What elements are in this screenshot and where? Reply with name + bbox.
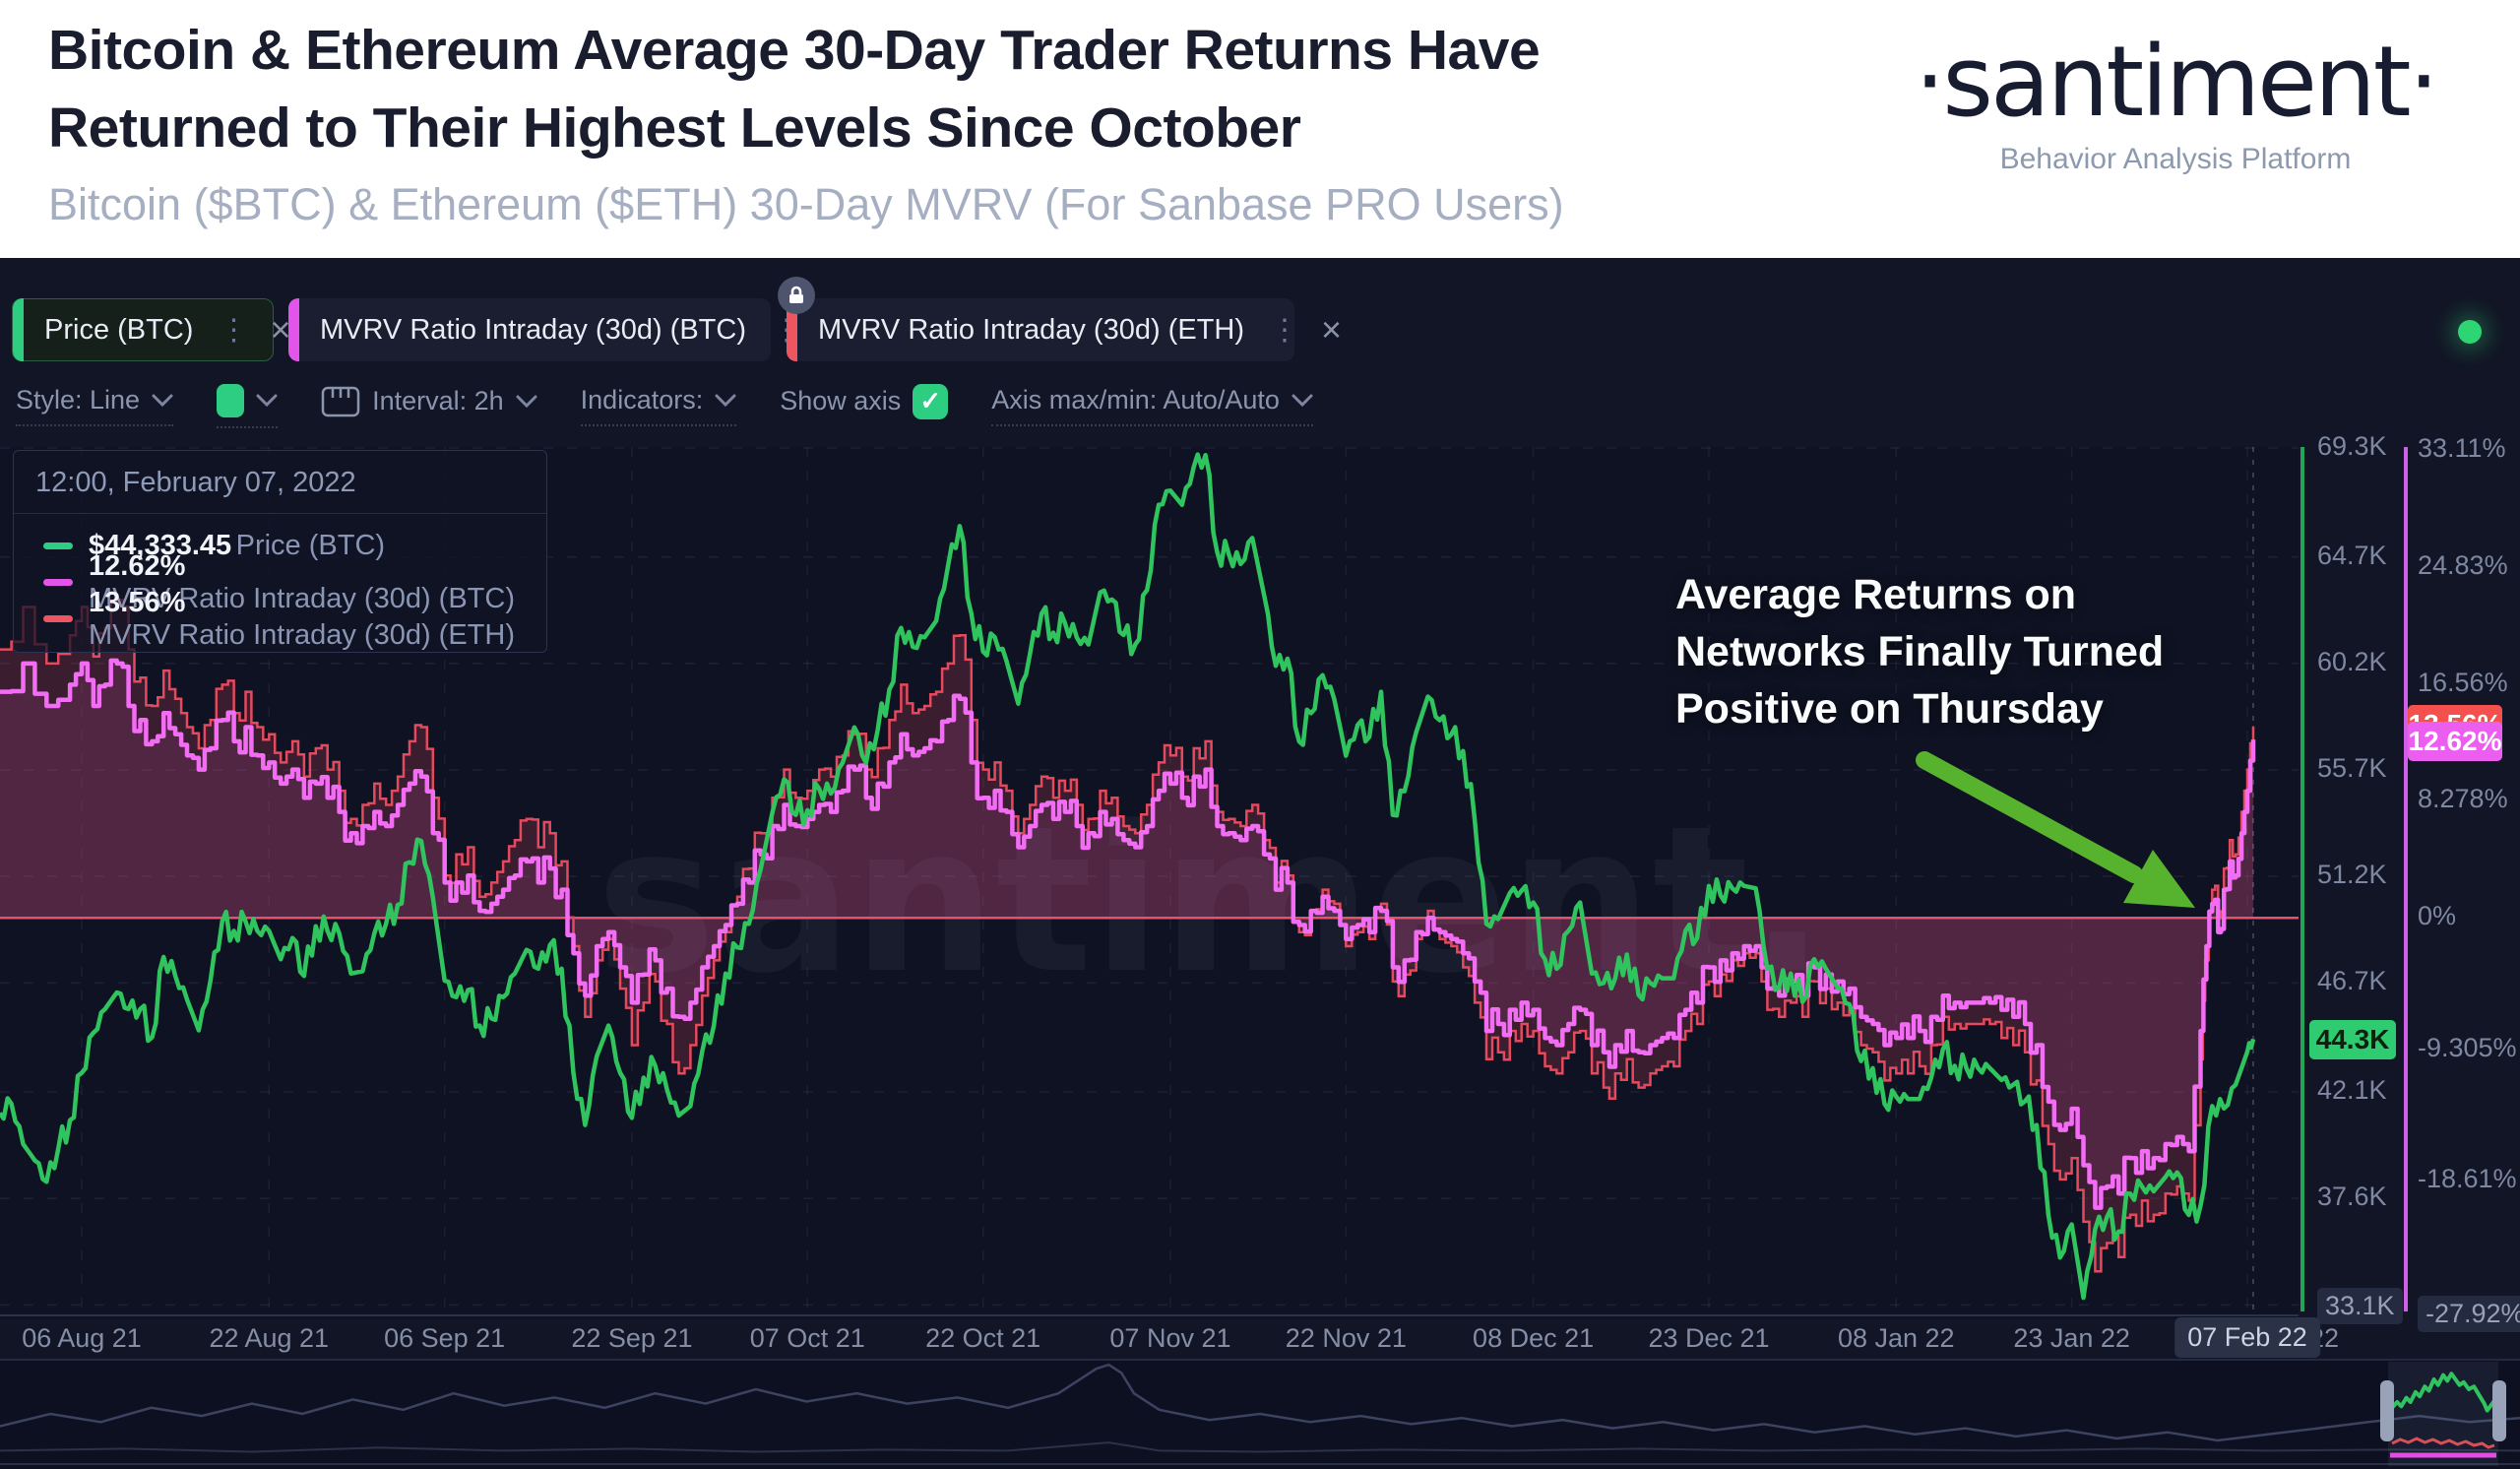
annotation-arrow bbox=[1916, 751, 2195, 908]
page-title: Bitcoin & Ethereum Average 30-Day Trader… bbox=[48, 12, 1541, 167]
live-status-dot bbox=[2458, 320, 2482, 344]
tab-close-icon[interactable]: × bbox=[1321, 309, 1343, 350]
chart-area[interactable]: santiment. 69.3K 64.7K 60.2K 55.7K 51.2K 46.7… bbox=[0, 431, 2520, 1333]
price-value-badge: 44.3K bbox=[2309, 1020, 2396, 1059]
price-tick-label: 55.7K bbox=[2317, 752, 2387, 783]
x-tick-label: 22 Aug 21 bbox=[209, 1323, 330, 1353]
brand-tagline: Behavior Analysis Platform bbox=[1999, 143, 2352, 175]
metric-tab-1[interactable]: Price (BTC) ⋮ × bbox=[12, 298, 290, 361]
pct-tick-label: 33.11% bbox=[2418, 433, 2506, 464]
x-tick-label: 06 Aug 21 bbox=[22, 1323, 142, 1353]
pct-tick-label: 0% bbox=[2418, 901, 2457, 931]
santiment-logo: ·santiment· bbox=[1914, 26, 2439, 139]
show-axis-checkbox[interactable]: ✓ bbox=[913, 383, 949, 419]
pct-axis-line bbox=[2404, 447, 2408, 1311]
x-tick-label: 08 Jan 22 bbox=[1837, 1323, 1955, 1353]
x-tick-label: 07 Nov 21 bbox=[1109, 1323, 1231, 1353]
x-tick-label: 22 Nov 21 bbox=[1285, 1323, 1407, 1353]
price-tick-label: 33.1K bbox=[2317, 1288, 2403, 1325]
tab-kebab-menu-icon[interactable]: ⋮ bbox=[219, 313, 249, 347]
series-dash-icon bbox=[43, 615, 73, 622]
pct-tick-label: -27.92% bbox=[2418, 1296, 2520, 1333]
tab-color-bar bbox=[288, 298, 299, 361]
lock-icon bbox=[778, 277, 815, 314]
tab-kebab-menu-icon[interactable]: ⋮ bbox=[1270, 313, 1299, 347]
svg-text:santiment.: santiment. bbox=[596, 784, 1825, 1018]
range-selector-minimap[interactable] bbox=[0, 1359, 2520, 1469]
annotation-text: Average Returns on Networks Finally Turn… bbox=[1675, 571, 2165, 733]
hover-tooltip: 12:00, February 07, 2022 $44,333.45 Pric… bbox=[13, 450, 547, 653]
pct-tick-label: 24.83% bbox=[2418, 549, 2508, 580]
tab-label: MVRV Ratio Intraday (30d) (BTC) bbox=[320, 313, 746, 346]
indicators-label: Indicators: bbox=[580, 385, 704, 415]
header: Bitcoin & Ethereum Average 30-Day Trader… bbox=[0, 0, 2520, 258]
color-swatch bbox=[217, 383, 245, 417]
tab-label: MVRV Ratio Intraday (30d) (ETH) bbox=[818, 313, 1244, 346]
price-tick-label: 60.2K bbox=[2317, 646, 2387, 676]
x-tick-label: 06 Sep 21 bbox=[384, 1323, 506, 1353]
style-dropdown[interactable]: Style: Line bbox=[16, 385, 174, 426]
x-tick-label: 23 Dec 21 bbox=[1648, 1323, 1770, 1353]
pct-tick-label: 16.56% bbox=[2418, 667, 2508, 697]
style-label: Style: Line bbox=[16, 385, 141, 415]
price-tick-label: 46.7K bbox=[2317, 966, 2387, 996]
price-tick-label: 37.6K bbox=[2317, 1182, 2387, 1212]
btc-mvrv-value-badge: 12.62% bbox=[2408, 722, 2502, 761]
chart-canvas[interactable]: santiment. bbox=[0, 447, 2299, 1319]
brand: ·santiment· Behavior Analysis Platform bbox=[1870, 26, 2481, 176]
chevron-down-icon bbox=[715, 394, 736, 407]
range-handle-left[interactable] bbox=[2380, 1380, 2394, 1441]
x-tick-label: 07 Feb 22 bbox=[2174, 1317, 2320, 1358]
x-tick-label: 07 Oct 21 bbox=[749, 1323, 865, 1353]
pct-tick-label: -18.61% bbox=[2418, 1164, 2517, 1194]
x-tick-label: 08 Dec 21 bbox=[1473, 1323, 1595, 1353]
pct-tick-label: 8.278% bbox=[2418, 784, 2508, 814]
title-line-1: Bitcoin & Ethereum Average 30-Day Trader… bbox=[48, 19, 1541, 82]
indicators-dropdown[interactable]: Indicators: bbox=[580, 385, 737, 426]
price-tick-label: 69.3K bbox=[2317, 431, 2387, 461]
ruler-icon bbox=[321, 386, 360, 416]
tooltip-divider bbox=[14, 513, 546, 514]
tab-label: Price (BTC) bbox=[44, 313, 194, 346]
series-dash-icon bbox=[43, 579, 73, 586]
tab-color-bar bbox=[13, 298, 24, 361]
tab-close-icon[interactable]: × bbox=[270, 309, 291, 350]
axis-minmax-label: Axis max/min: Auto/Auto bbox=[991, 385, 1280, 415]
interval-label: Interval: 2h bbox=[372, 386, 504, 415]
price-axis-line bbox=[2300, 447, 2304, 1311]
price-tick-label: 64.7K bbox=[2317, 540, 2387, 570]
chevron-down-icon bbox=[256, 394, 278, 407]
series-dash-icon bbox=[43, 543, 73, 549]
tooltip-row: 12.62% MVRV Ratio Intraday (30d) (BTC) bbox=[14, 550, 546, 614]
metric-tab-bar: Price (BTC) ⋮ × MVRV Ratio Intraday (30d) (… bbox=[0, 277, 2520, 361]
x-tick-label: 23 Jan 22 bbox=[2013, 1323, 2130, 1353]
price-tick-label: 51.2K bbox=[2317, 860, 2387, 890]
show-axis-label: Show axis bbox=[780, 386, 902, 415]
chart-toolbar: Style: Line Interval: 2h Indicators: Sho… bbox=[16, 383, 1313, 428]
show-axis-toggle[interactable]: Show axis ✓ bbox=[780, 383, 949, 428]
tab-color-bar bbox=[787, 298, 797, 361]
tooltip-datetime: 12:00, February 07, 2022 bbox=[35, 467, 356, 498]
page-subtitle: Bitcoin ($BTC) & Ethereum ($ETH) 30-Day … bbox=[48, 179, 1564, 229]
chevron-down-icon bbox=[516, 395, 537, 408]
title-line-2: Returned to Their Highest Levels Since O… bbox=[48, 96, 1301, 160]
x-tick-label: 22 Sep 21 bbox=[571, 1323, 693, 1353]
metric-tab-3[interactable]: MVRV Ratio Intraday (30d) (ETH) ⋮ × bbox=[778, 277, 1342, 361]
color-dropdown[interactable] bbox=[217, 383, 279, 428]
price-tick-label: 42.1K bbox=[2317, 1074, 2387, 1105]
range-handle-right[interactable] bbox=[2492, 1380, 2506, 1441]
pct-tick-label: -9.305% bbox=[2418, 1032, 2517, 1062]
axis-minmax-dropdown[interactable]: Axis max/min: Auto/Auto bbox=[991, 385, 1313, 426]
chevron-down-icon bbox=[152, 394, 173, 407]
tooltip-row: 13.56% MVRV Ratio Intraday (30d) (ETH) bbox=[14, 587, 546, 651]
metric-tab-2[interactable]: MVRV Ratio Intraday (30d) (BTC)⋮× bbox=[288, 298, 844, 361]
x-axis: 22 06 Aug 21 22 Aug 21 06 Sep 21 22 Sep 21 0… bbox=[0, 1317, 2520, 1358]
tooltip-row: $44,333.45 Price (BTC) bbox=[14, 528, 546, 564]
chevron-down-icon bbox=[1292, 394, 1313, 407]
x-tick-label: 22 Oct 21 bbox=[925, 1323, 1041, 1353]
interval-group[interactable]: Interval: 2h bbox=[321, 384, 537, 428]
